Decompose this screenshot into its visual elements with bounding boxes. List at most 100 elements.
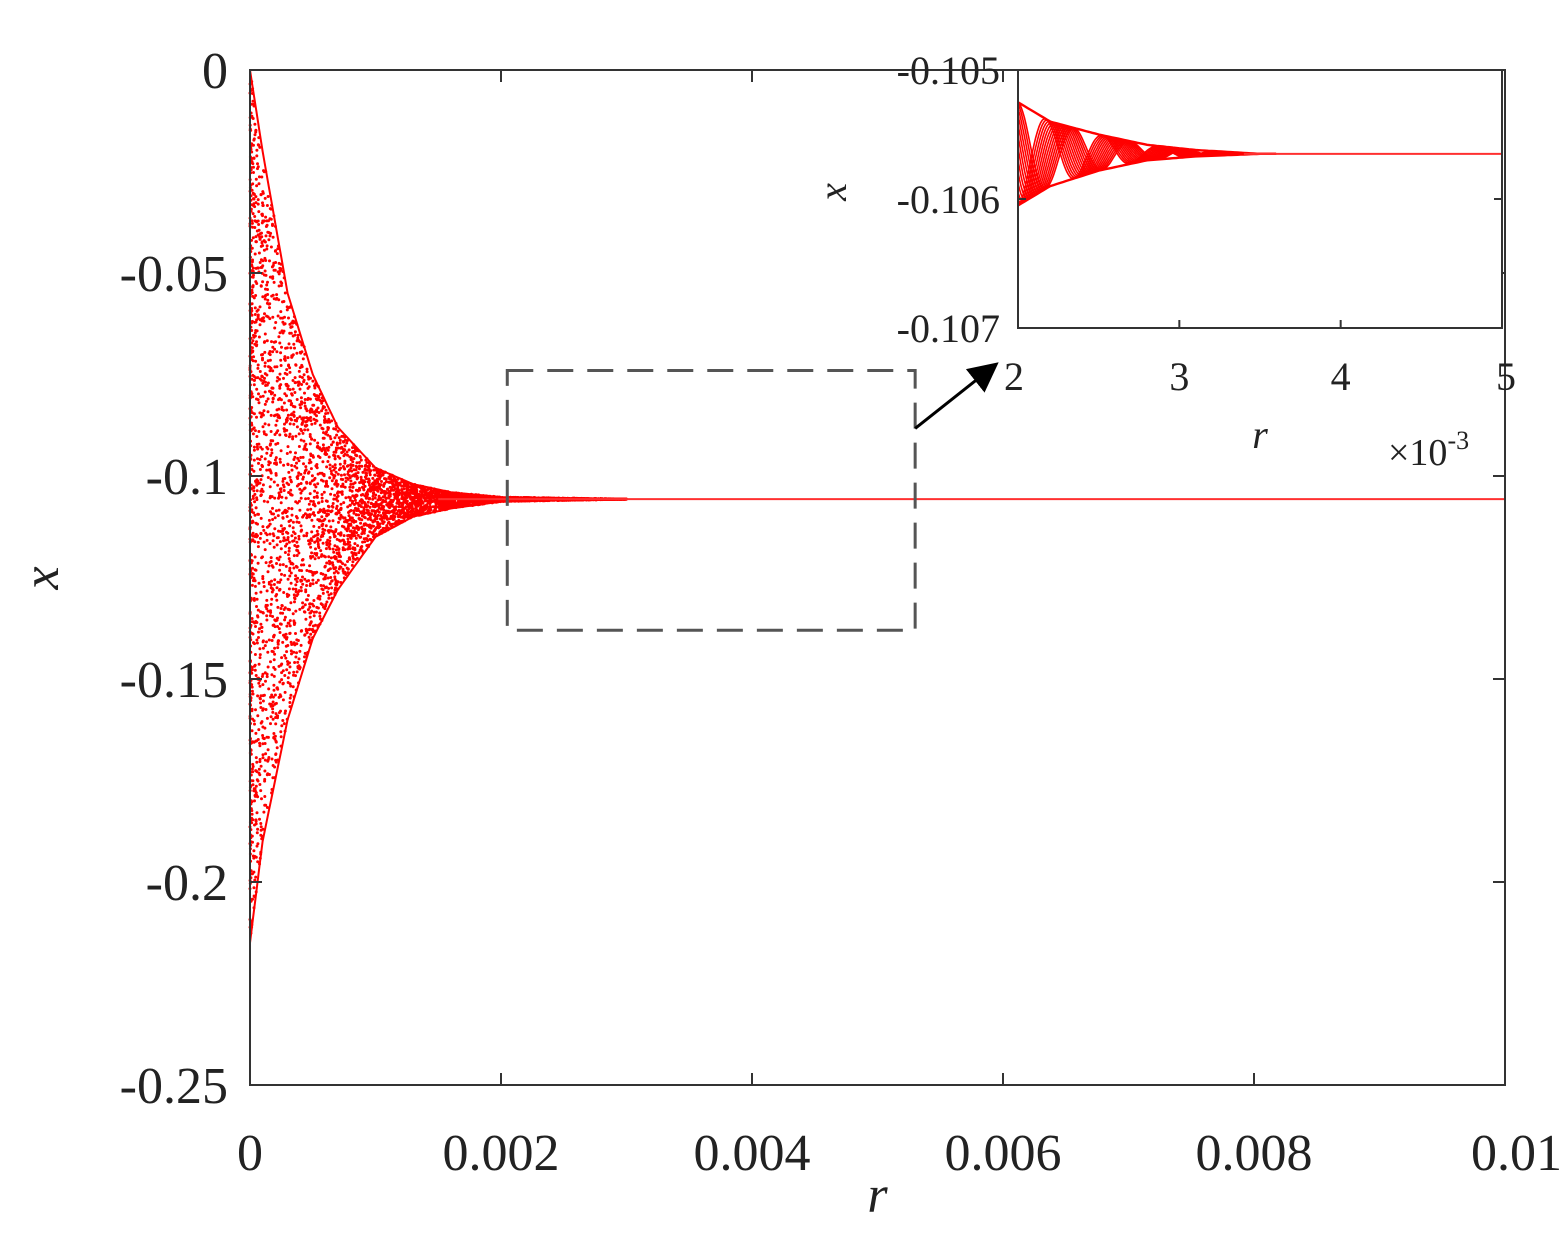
main-data-point: [270, 757, 274, 761]
main-data-point: [368, 471, 372, 475]
main-data-point: [276, 640, 280, 644]
main-data-point: [257, 210, 261, 214]
main-data-point: [267, 687, 271, 691]
main-data-point: [355, 477, 359, 481]
main-data-point: [265, 538, 269, 542]
main-data-point: [271, 345, 275, 349]
main-data-point: [382, 484, 386, 488]
main-data-point: [259, 622, 263, 626]
main-data-point: [294, 515, 298, 518]
main-data-point: [264, 708, 268, 711]
main-data-point: [410, 510, 414, 513]
main-data-point: [264, 561, 268, 565]
main-data-point: [281, 483, 285, 487]
main-data-point: [273, 516, 277, 520]
main-data-point: [293, 536, 297, 540]
main-data-point: [357, 551, 361, 555]
main-data-point: [396, 521, 400, 525]
main-data-point: [256, 522, 259, 526]
main-data-point: [303, 444, 307, 448]
main-data-point: [251, 285, 255, 289]
main-data-point: [279, 316, 283, 320]
main-data-point: [271, 224, 274, 227]
main-data-point: [260, 625, 264, 629]
main-data-point: [261, 646, 265, 650]
main-data-point: [259, 494, 263, 498]
main-data-point: [280, 281, 284, 285]
main-data-point: [293, 391, 297, 394]
main-data-point: [322, 474, 326, 478]
main-data-point: [327, 420, 331, 424]
main-data-point: [251, 432, 255, 436]
main-data-point: [286, 676, 290, 680]
main-data-point: [331, 563, 335, 567]
main-data-point: [337, 532, 340, 536]
main-data-point: [303, 398, 307, 401]
main-data-point: [348, 496, 352, 500]
main-data-point: [327, 512, 330, 516]
main-data-point: [252, 137, 256, 141]
main-data-point: [306, 608, 310, 612]
main-data-point: [307, 628, 311, 632]
main-data-point: [366, 504, 370, 508]
main-data-point: [269, 715, 273, 719]
main-data-point: [302, 610, 306, 614]
main-data-point: [425, 493, 429, 497]
main-data-point: [277, 335, 281, 339]
main-data-point: [255, 435, 259, 438]
main-data-point: [253, 555, 257, 559]
main-data-point: [310, 530, 314, 534]
main-data-point: [360, 532, 364, 536]
main-data-point: [308, 397, 312, 401]
main-data-point: [250, 464, 254, 468]
main-data-point: [254, 177, 258, 181]
main-data-point: [300, 376, 304, 379]
main-data-point: [255, 831, 259, 835]
main-data-point: [390, 503, 394, 507]
main-data-point: [320, 524, 324, 528]
main-data-point: [274, 509, 278, 513]
main-data-point: [262, 219, 266, 223]
main-data-point: [283, 674, 287, 677]
main-data-point: [255, 282, 259, 285]
main-data-point: [268, 302, 272, 306]
main-data-point: [263, 350, 267, 354]
main-data-point: [293, 600, 296, 604]
main-data-point: [261, 640, 265, 644]
main-data-point: [267, 238, 271, 242]
main-data-point: [288, 450, 292, 454]
main-data-point: [308, 605, 312, 609]
main-data-point: [278, 341, 282, 345]
main-data-point: [348, 485, 352, 489]
main-data-point: [326, 411, 330, 415]
main-data-point: [309, 632, 313, 636]
main-data-point: [303, 577, 307, 581]
main-data-point: [326, 590, 330, 594]
main-data-point: [321, 427, 325, 431]
main-data-point: [315, 495, 319, 499]
main-data-point: [288, 665, 292, 669]
main-data-point: [312, 610, 316, 614]
main-data-point: [254, 130, 258, 134]
main-data-point: [250, 729, 254, 733]
main-data-point: [263, 803, 267, 807]
main-data-point: [365, 537, 369, 541]
main-data-point: [258, 458, 262, 461]
main-data-point: [297, 534, 301, 538]
main-data-point: [263, 742, 267, 745]
main-data-point: [294, 363, 298, 367]
main-data-points: [248, 69, 628, 944]
main-data-point: [349, 523, 353, 527]
main-data-point: [252, 445, 256, 449]
main-data-point: [262, 409, 266, 413]
main-data-point: [290, 393, 294, 397]
main-data-point: [283, 654, 287, 657]
main-data-point: [408, 514, 412, 517]
main-data-point: [332, 571, 336, 575]
main-data-point: [418, 490, 422, 493]
main-data-point: [365, 508, 369, 512]
main-data-point: [265, 283, 269, 287]
main-data-point: [314, 547, 317, 551]
main-data-point: [285, 509, 289, 513]
main-data-point: [262, 540, 266, 544]
